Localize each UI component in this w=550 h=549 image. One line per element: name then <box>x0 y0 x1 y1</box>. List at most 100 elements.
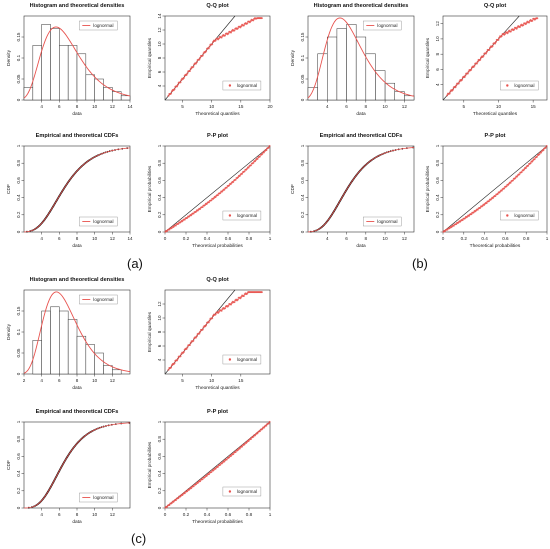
histogram-bar <box>23 87 34 101</box>
histogram-bar <box>67 319 78 375</box>
pp-point <box>208 473 210 476</box>
pp-point <box>210 471 213 473</box>
histogram-bar <box>76 53 87 101</box>
pp-point <box>241 445 244 448</box>
y-tick-label: 0.6 <box>16 453 21 460</box>
legend: lognormal <box>79 492 118 503</box>
y-tick-label: 1 <box>16 420 21 423</box>
legend: lognormal <box>500 210 539 221</box>
pp-point <box>500 189 503 192</box>
histogram-bar <box>85 344 95 375</box>
pp-point <box>267 422 270 425</box>
legend-box <box>500 80 539 91</box>
x-tick-label: 12 <box>110 378 116 383</box>
pp-point <box>494 195 497 197</box>
histogram-bar <box>67 45 78 101</box>
x-tick-label: 15 <box>238 104 244 109</box>
y-tick-label: 10 <box>157 315 162 321</box>
legend-box <box>222 486 262 497</box>
x-tick-label: 8 <box>76 378 79 383</box>
x-tick-label: 1 <box>269 236 272 241</box>
x-tick-label: 4 <box>40 104 43 109</box>
qq-point <box>224 34 227 37</box>
chart-title: P-P plot <box>484 133 505 139</box>
x-axis-label: data <box>356 111 366 117</box>
qq-point <box>224 307 227 310</box>
qq-point <box>455 84 458 87</box>
histogram-bar <box>327 36 338 101</box>
pp-point <box>223 188 226 191</box>
qq-point <box>233 29 236 32</box>
x-tick-label: 6 <box>58 104 61 109</box>
y-axis-label: Density <box>6 49 12 66</box>
pp-point <box>168 228 171 231</box>
chart-b-2: Empirical and theoretical CDFs 4 6 8 10 12 0 0.… <box>290 133 415 249</box>
qq-point <box>182 350 185 353</box>
x-axis-label: Theoretical probabilities <box>192 243 243 249</box>
histogram-bar <box>336 28 347 101</box>
pp-point <box>267 146 270 149</box>
histogram-bar <box>50 28 60 101</box>
qq-point <box>260 17 263 20</box>
x-tick-label: 12 <box>110 512 116 517</box>
qq-point <box>457 82 460 85</box>
qq-point <box>497 38 500 41</box>
x-tick-label: 0.8 <box>523 236 530 241</box>
pp-point <box>190 487 193 490</box>
qq-point <box>509 30 512 33</box>
x-tick-label: 8 <box>76 512 79 517</box>
qq-point <box>205 50 208 53</box>
x-axis-label: Theoretical probabilities <box>470 243 521 249</box>
x-tick-label: 6 <box>345 104 348 109</box>
pp-point <box>455 223 458 226</box>
chart-title: Empirical and theoretical CDFs <box>36 133 119 139</box>
y-tick-label: 0.2 <box>16 211 21 218</box>
y-tick-label: 0.15 <box>16 32 21 41</box>
x-tick-label: 0.6 <box>502 236 509 241</box>
panel-label-a: (a) <box>127 256 143 271</box>
pp-point <box>177 222 180 225</box>
legend-label: lognormal <box>237 489 257 494</box>
pp-point <box>192 485 195 488</box>
pp-point <box>479 206 482 209</box>
y-axis-label: CDF <box>6 184 12 194</box>
qq-point <box>513 28 516 31</box>
panel-label-c: (c) <box>131 531 147 546</box>
chart-b-1: Q-Q plot 5 10 15 4 6 8 10 12 Theoretical quantile… <box>425 3 548 117</box>
chart-a-1: Q-Q plot 5 10 15 20 4 6 8 10 12 14 Theoretical quan… <box>147 3 273 117</box>
theoretical-cdf <box>23 147 131 233</box>
pp-point <box>252 435 255 438</box>
x-tick-label: 20 <box>267 104 273 109</box>
pp-point <box>210 199 213 202</box>
qq-point <box>463 76 466 79</box>
legend-label: lognormal <box>237 83 257 88</box>
qq-point <box>446 94 449 97</box>
qq-point <box>170 366 173 369</box>
pp-point <box>505 185 508 188</box>
qq-point <box>518 26 521 29</box>
y-tick-label: 0.8 <box>435 160 440 167</box>
histogram-bar <box>59 45 69 101</box>
legend-swatch <box>506 214 509 217</box>
pp-point <box>544 146 547 149</box>
qq-point <box>198 332 201 335</box>
y-tick-label: 12 <box>157 301 162 307</box>
y-tick-label: 1 <box>16 144 21 147</box>
reference-line <box>164 145 271 233</box>
qq-point <box>179 355 182 358</box>
pp-point <box>476 208 479 211</box>
qq-point <box>214 39 217 42</box>
pp-point <box>452 224 455 227</box>
pp-point <box>183 492 186 495</box>
qq-point <box>214 313 217 316</box>
qq-point <box>167 368 170 371</box>
chart-title: Q-Q plot <box>484 3 507 9</box>
legend-box <box>79 20 118 31</box>
chart-title: Empirical and theoretical CDFs <box>320 133 403 139</box>
qq-point <box>185 73 188 76</box>
histogram-bar <box>103 365 113 375</box>
histogram-bar <box>94 352 104 375</box>
panel-label-b: (b) <box>412 256 428 271</box>
